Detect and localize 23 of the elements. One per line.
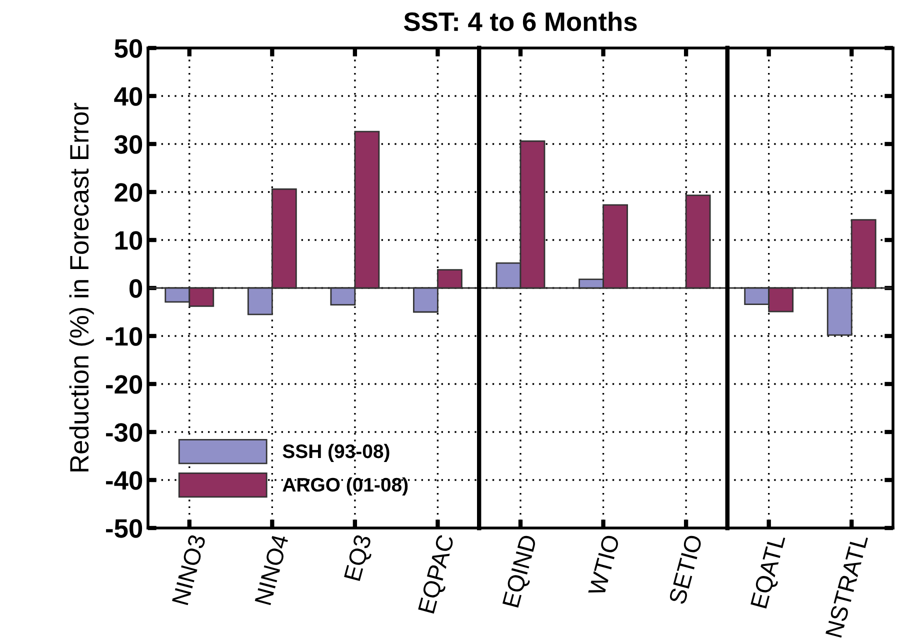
legend-label: ARGO (01-08) [282, 477, 408, 496]
x-tick-label: EQIND [502, 534, 542, 609]
y-tick-label: 20 [114, 183, 142, 202]
y-tick-label: 30 [114, 135, 142, 154]
y-tick-label: -20 [106, 375, 142, 394]
x-tick-label: EQATL [750, 534, 790, 610]
chart-title: SST: 4 to 6 Months [404, 12, 637, 32]
legend-label: SSH (93-08) [282, 444, 390, 462]
x-tick-label: EQ3 [344, 534, 376, 582]
x-tick-label: NINO4 [254, 534, 289, 606]
y-tick-label: 40 [114, 87, 142, 106]
y-tick-label: -10 [106, 327, 142, 346]
y-tick-label: 10 [115, 231, 142, 250]
x-tick-label: NINO3 [172, 534, 206, 606]
y-tick-label: 50 [114, 39, 142, 58]
y-tick-label: 0 [130, 279, 142, 298]
x-tick-label: WTIO [588, 534, 620, 597]
x-tick-label: SETIO [668, 534, 703, 605]
y-tick-label: -50 [106, 519, 142, 538]
y-tick-label: -40 [106, 471, 142, 490]
x-tick-label: EQPAC [418, 534, 458, 615]
y-tick-label: -30 [106, 423, 142, 442]
y-axis-title: Reduction (%) in Forecast Error [69, 102, 94, 472]
